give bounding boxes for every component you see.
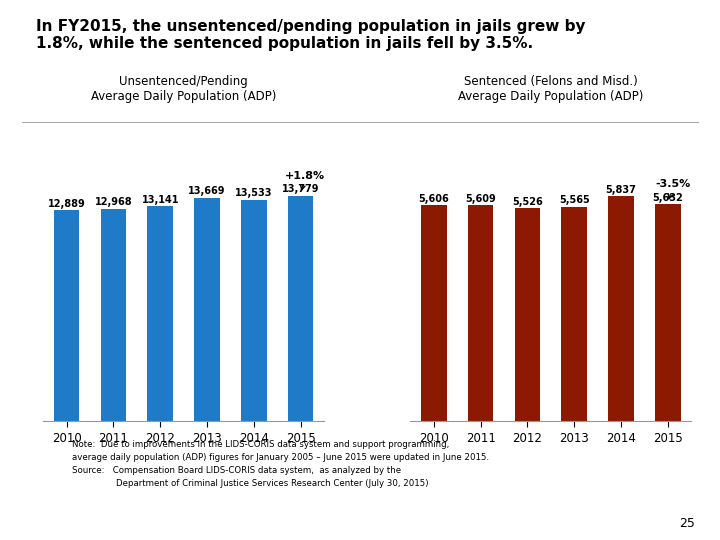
Bar (421, 205, 446, 421)
Bar (608, 196, 634, 421)
Text: 5,609: 5,609 (465, 194, 496, 204)
Text: 5,526: 5,526 (512, 197, 543, 207)
Text: +1.8%: +1.8% (285, 171, 325, 190)
Bar (194, 198, 220, 421)
Text: 13,779: 13,779 (282, 184, 320, 194)
Text: Sentenced (Felons and Misd.)
Average Daily Population (ADP): Sentenced (Felons and Misd.) Average Dai… (458, 75, 644, 103)
Text: 25: 25 (679, 517, 695, 530)
Bar (562, 206, 587, 421)
Text: Unsentenced/Pending
Average Daily Population (ADP): Unsentenced/Pending Average Daily Popula… (91, 75, 276, 103)
Bar (241, 200, 266, 421)
Text: 12,968: 12,968 (94, 197, 132, 207)
Bar (515, 208, 540, 421)
Text: 12,889: 12,889 (48, 199, 86, 208)
Text: 5,606: 5,606 (418, 194, 449, 204)
Text: 5,565: 5,565 (559, 195, 590, 205)
Bar (148, 206, 173, 421)
Text: Note:  Due to improvements in the LIDS-CORIS data system and support programming: Note: Due to improvements in the LIDS-CO… (72, 440, 489, 488)
Bar (101, 209, 126, 421)
Text: 5,632: 5,632 (652, 193, 683, 203)
Text: 13,141: 13,141 (141, 194, 179, 205)
Text: 13,669: 13,669 (188, 186, 226, 196)
Bar (655, 204, 680, 421)
Text: In FY2015, the unsentenced/pending population in jails grew by
1.8%, while the s: In FY2015, the unsentenced/pending popul… (36, 19, 585, 51)
Bar (468, 205, 493, 421)
Text: 13,533: 13,533 (235, 188, 273, 198)
Text: 5,837: 5,837 (606, 185, 636, 195)
Text: -3.5%: -3.5% (656, 179, 691, 199)
Bar (54, 210, 79, 421)
Bar (288, 195, 313, 421)
